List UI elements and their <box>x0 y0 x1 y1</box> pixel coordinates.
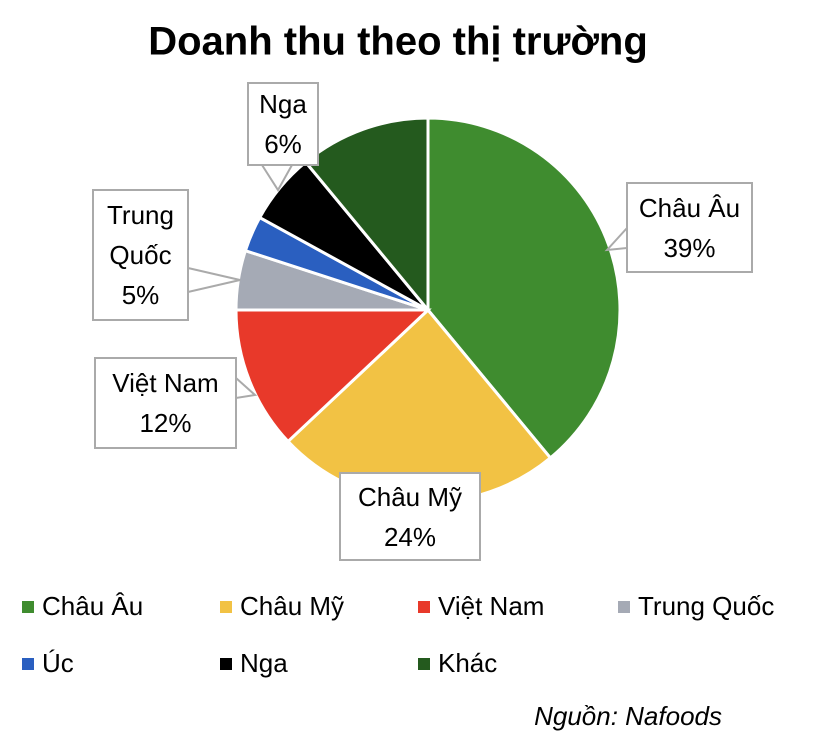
data-label-name: Châu Âu <box>638 192 741 223</box>
data-label-value: 12% <box>139 408 192 438</box>
data-label: Nga 6% <box>248 83 318 165</box>
source: Nguồn: Nafoods <box>534 701 722 731</box>
pie-slice <box>426 116 622 461</box>
data-label-name: Việt Nam <box>112 368 219 398</box>
callout-pointer <box>187 266 241 294</box>
data-label: Châu Âu 39% <box>627 183 752 272</box>
legend-label: Châu Mỹ <box>240 591 344 621</box>
legend-swatch <box>418 658 430 670</box>
legend-label: Úc <box>42 648 74 678</box>
legend-swatch <box>618 601 630 613</box>
legend-label: Nga <box>240 648 288 678</box>
data-label: Châu Mỹ 24% <box>340 473 480 560</box>
legend-swatch <box>220 601 232 613</box>
data-label-value: 6% <box>264 129 302 159</box>
legend-swatch <box>22 658 34 670</box>
callout-box <box>92 189 189 321</box>
legend-label: Khác <box>438 648 497 678</box>
legend-swatch <box>22 601 34 613</box>
data-label: Việt Nam 12% <box>95 358 236 448</box>
pie-slice <box>234 308 432 444</box>
legend-label: Trung Quốc <box>638 591 774 621</box>
data-label: Trung Quốc 5% <box>93 190 188 320</box>
data-label-value: 5% <box>121 280 160 310</box>
callout-box <box>339 472 481 561</box>
callout-pointer <box>604 225 628 252</box>
data-label-value: 24% <box>383 521 437 552</box>
legend-label: Việt Nam <box>438 591 544 621</box>
callout-box <box>94 357 237 449</box>
callout-box <box>247 82 319 166</box>
legend-swatch <box>418 601 430 613</box>
callout-box <box>626 182 753 273</box>
data-label-name: Trung Quốc <box>107 200 174 270</box>
data-label-name: Châu Mỹ <box>357 481 463 512</box>
data-label-name: Nga <box>259 89 307 119</box>
data-label-value: 39% <box>663 232 716 263</box>
legend-swatch <box>220 658 232 670</box>
chart-title: Doanh thu theo thị trường <box>148 20 648 64</box>
legend-label: Châu Âu <box>42 591 143 621</box>
